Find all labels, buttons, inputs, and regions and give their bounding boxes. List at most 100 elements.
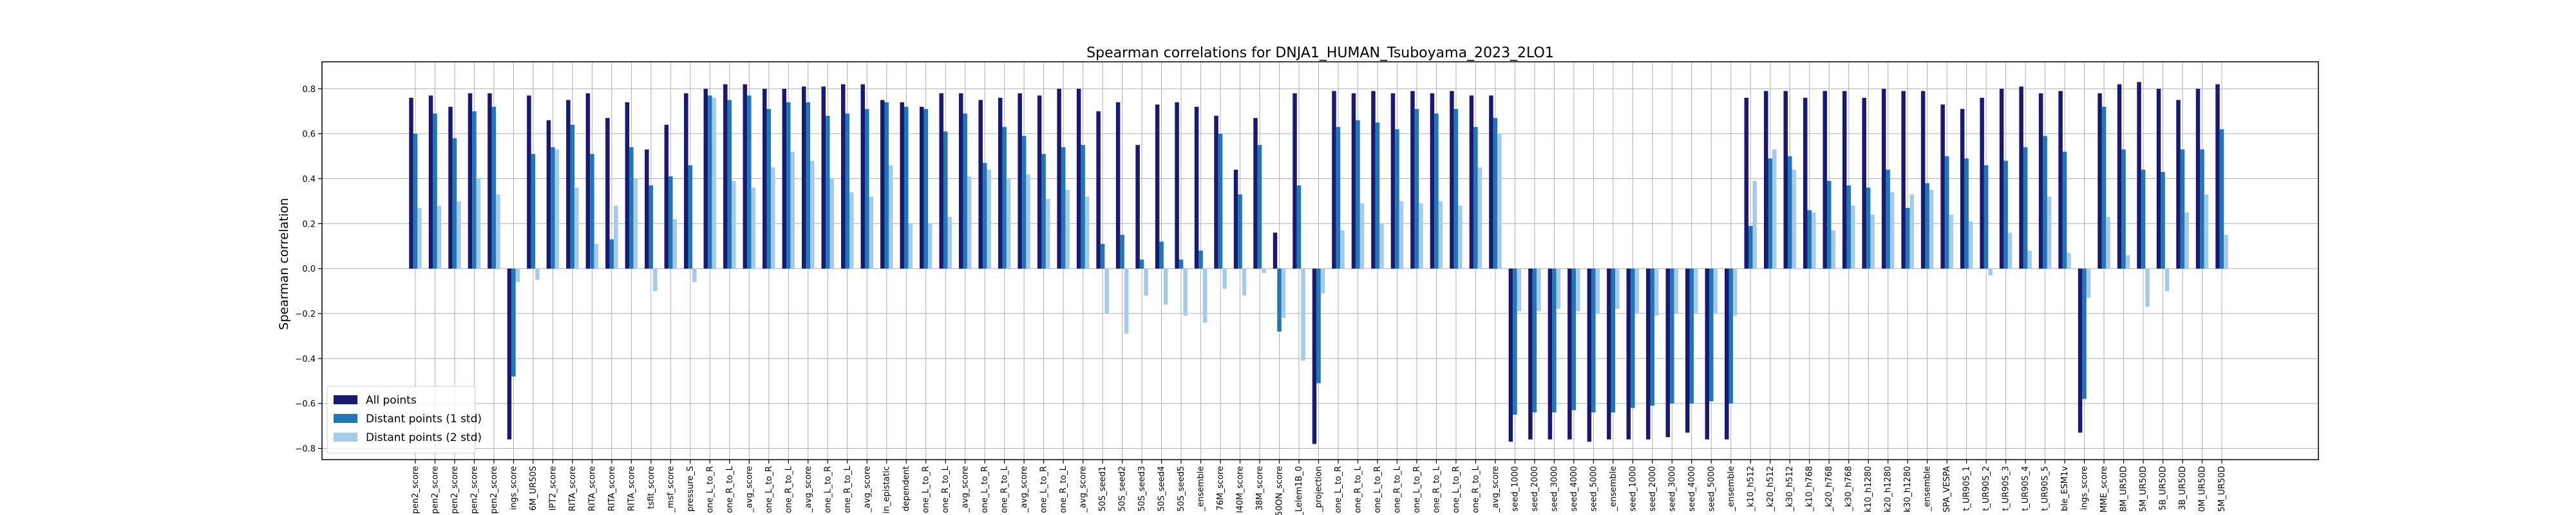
bar-series-3 <box>1006 178 1011 269</box>
y-tick-label: 0.0 <box>302 265 316 274</box>
x-tick-label: pen2_score <box>489 466 499 514</box>
bar-series-1 <box>1194 106 1199 269</box>
x-tick-label: one_R_to_L <box>843 465 853 513</box>
x-tick-label: _k20_h512 <box>1766 466 1776 512</box>
bar-series-2 <box>884 102 889 269</box>
chart-title: Spearman correlations for DNJA1_HUMAN_Ts… <box>1086 45 1554 61</box>
bar-series-1 <box>1960 109 1965 269</box>
bar-series-3 <box>790 151 795 269</box>
bar-series-2 <box>1179 259 1184 269</box>
bar-series-1 <box>664 124 669 269</box>
bar-series-1 <box>1587 268 1592 442</box>
x-tick-label: k20_h1280 <box>1884 466 1893 512</box>
bar-series-1 <box>900 102 904 269</box>
bar-series-3 <box>692 268 697 283</box>
x-tick-label: t_UR90S_2 <box>1982 466 1991 511</box>
bar-series-2 <box>845 113 850 269</box>
grid-lines <box>322 62 2318 460</box>
x-tick-label: _avg_score <box>744 466 754 513</box>
bar-series-3 <box>653 268 658 292</box>
bar-series-1 <box>1548 268 1553 440</box>
bar-series-3 <box>1065 190 1070 269</box>
bar-series-1 <box>1803 97 1808 269</box>
bar-series-1 <box>821 86 826 269</box>
bar-series-1 <box>743 84 748 269</box>
bar-series-3 <box>1556 268 1561 310</box>
bar-series-1 <box>645 149 649 269</box>
x-tick-label: _projection <box>1314 466 1324 512</box>
bar-series-3 <box>712 97 717 269</box>
bar-series-1 <box>1862 97 1866 269</box>
bar-series-2 <box>2180 149 2185 269</box>
x-tick-label: one_R_to_L <box>1432 465 1441 513</box>
bar-series-2 <box>1709 268 1714 402</box>
bar-series-3 <box>908 223 913 269</box>
bar-series-3 <box>1772 149 1777 269</box>
bar-series-1 <box>1881 88 1886 269</box>
x-tick-label: RITA_score <box>627 466 636 511</box>
y-tick-label: −0.2 <box>295 310 316 319</box>
bar-series-1 <box>2098 93 2102 269</box>
bar-series-1 <box>585 93 591 269</box>
bar-series-2 <box>2003 160 2008 269</box>
x-tick-label: IPT2_score <box>548 466 558 510</box>
bar-series-2 <box>1257 145 1262 269</box>
x-tick-label: l40M_score <box>1236 466 1245 513</box>
bar-series-2 <box>413 133 418 269</box>
bar-series-3 <box>437 205 442 269</box>
bar-series-1 <box>2215 84 2220 269</box>
bar-series-2 <box>472 111 477 269</box>
x-tick-label: _k20_h768 <box>1824 466 1834 512</box>
legend-swatch <box>334 414 357 423</box>
x-tick-label: seed_1000 <box>1510 466 1520 512</box>
bar-series-3 <box>1477 167 1482 269</box>
bar-series-3 <box>771 167 775 269</box>
bar-series-2 <box>923 109 928 269</box>
bar-series-1 <box>1233 169 1238 269</box>
x-tick-label: _avg_score <box>1491 466 1501 513</box>
bar-series-3 <box>810 160 815 269</box>
x-tick-label: pen2_score <box>430 466 440 514</box>
bar-series-2 <box>1159 241 1164 269</box>
bar-series-2 <box>1081 145 1085 269</box>
bar-series-2 <box>2101 106 2107 269</box>
bar-series-3 <box>1242 268 1247 296</box>
bar-series-2 <box>1395 129 1399 269</box>
bar-series-1 <box>1665 268 1671 438</box>
x-tick-label: _ensemble <box>1923 466 1933 512</box>
bar-series-1 <box>1037 95 1042 269</box>
y-tick-label: −0.4 <box>295 355 316 364</box>
bar-series-3 <box>947 216 952 269</box>
bar-series-1 <box>2019 86 2023 269</box>
bar-series-1 <box>428 95 433 269</box>
legend-swatch <box>334 433 357 442</box>
x-tick-label: ble_ESM1v <box>2060 466 2070 511</box>
x-tick-label: k10_h1280 <box>1864 466 1873 512</box>
x-tick-label: 50S_seed5 <box>1177 466 1186 512</box>
axes <box>318 88 2222 464</box>
bar-series-3 <box>2164 268 2170 292</box>
bar-series-2 <box>2062 151 2067 269</box>
bar-series-2 <box>551 147 555 269</box>
x-tick-label: 5B_UR50D <box>2159 466 2168 510</box>
bar-series-1 <box>1390 93 1396 269</box>
bar-series-2 <box>1925 183 1929 269</box>
x-tick-label: one_L_to_R <box>1039 466 1049 513</box>
x-tick-label: MME_score <box>2099 466 2109 512</box>
bar-series-2 <box>1100 243 1105 269</box>
x-tick-label: 5M_UR50D <box>2217 466 2227 512</box>
bar-series-3 <box>1850 205 1855 269</box>
x-tick-label: _avg_score <box>961 466 971 513</box>
bar-series-2 <box>1002 127 1007 269</box>
bar-series-2 <box>1414 109 1419 269</box>
bar-series-1 <box>1430 93 1435 269</box>
bar-series-3 <box>457 201 461 269</box>
bar-series-3 <box>1634 268 1640 314</box>
x-tick-label: one_L_to_R <box>1412 466 1422 513</box>
bar-series-1 <box>1096 111 1101 269</box>
x-tick-label: t_UR90S_3 <box>2002 466 2011 511</box>
bar-series-1 <box>919 106 924 269</box>
legend-swatch <box>334 395 357 404</box>
bar-series-2 <box>570 124 575 269</box>
x-tick-label: one_R_to_L <box>1059 465 1068 513</box>
